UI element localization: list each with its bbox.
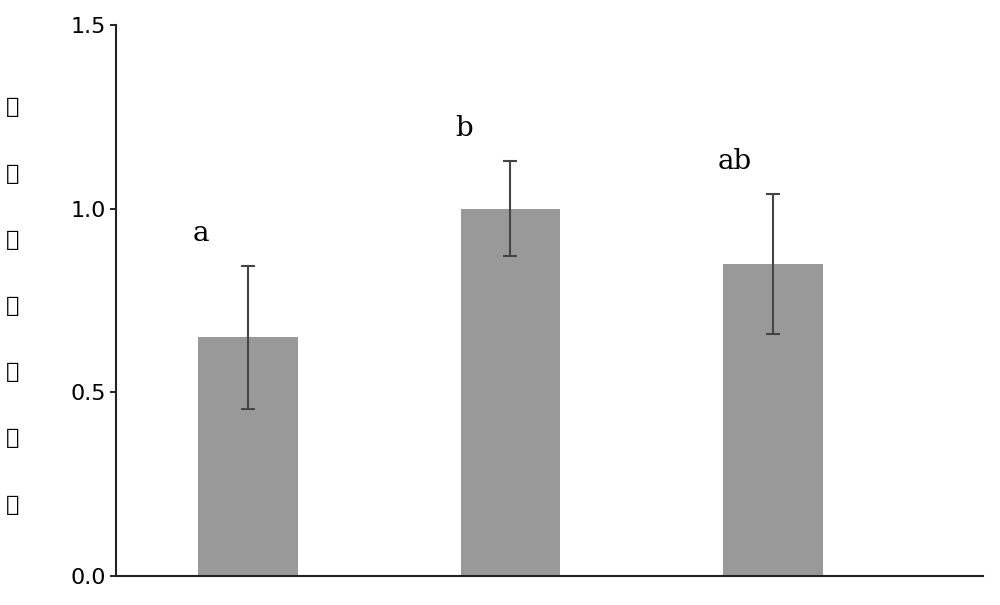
Bar [461, 209, 560, 577]
Text: b: b [455, 116, 473, 142]
Bar [198, 337, 298, 577]
Text: ab: ab [718, 148, 752, 175]
Text: 基: 基 [6, 97, 19, 117]
Text: 相: 相 [6, 230, 19, 250]
Text: a: a [193, 220, 209, 247]
Text: 达: 达 [6, 428, 19, 448]
Text: 因: 因 [6, 163, 19, 183]
Text: 表: 表 [6, 362, 19, 382]
Text: 对: 对 [6, 296, 19, 316]
Text: 量: 量 [6, 495, 19, 515]
Bar [723, 264, 823, 577]
